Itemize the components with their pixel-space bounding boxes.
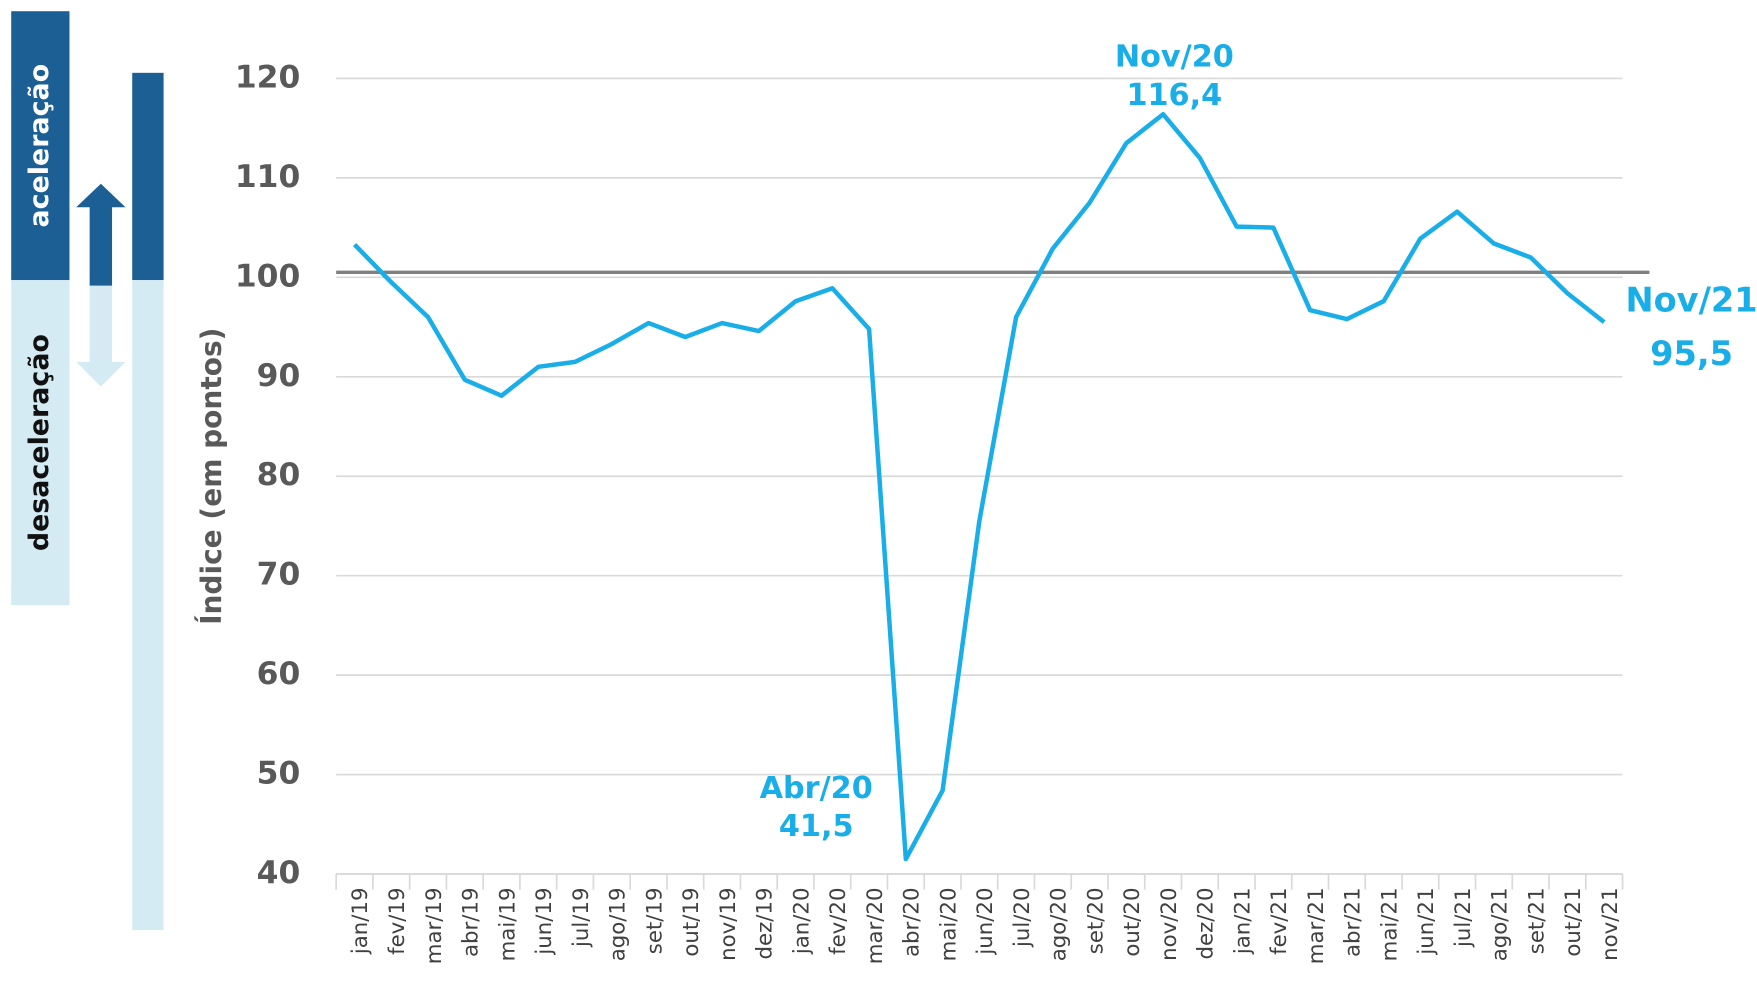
x-tick-label: out/21 (1561, 887, 1586, 956)
x-tick-label: set/20 (1083, 887, 1108, 954)
decel-label: desaceleração (24, 334, 55, 551)
y-tick-label: 60 (257, 656, 301, 692)
data-line (352, 111, 1606, 862)
x-tick-label: jun/20 (973, 887, 998, 955)
x-tick-label: dez/19 (753, 887, 778, 959)
y-tick-label: 100 (235, 258, 300, 294)
y-tick-label: 70 (257, 557, 301, 593)
x-tick-label: jul/19 (569, 887, 594, 948)
x-tick-label: dez/20 (1194, 887, 1219, 959)
x-tick-label: nov/20 (1157, 887, 1182, 960)
x-tick-label: jul/20 (1010, 887, 1035, 948)
x-tick-label: mai/21 (1377, 887, 1402, 961)
annotation-value: 95,5 (1650, 334, 1733, 373)
y-tick-label: 110 (235, 159, 300, 195)
x-tick-label: fev/19 (385, 887, 410, 954)
x-tick-label: ago/21 (1488, 887, 1513, 961)
x-tick-label: jul/21 (1451, 887, 1476, 948)
x-tick-label: abr/20 (900, 887, 925, 957)
accel-bar (132, 72, 164, 281)
up-arrow (76, 183, 126, 286)
annotation-label: Nov/21 (1625, 280, 1757, 319)
accel-label: aceleração (24, 64, 55, 228)
x-tick-label: abr/21 (1341, 887, 1366, 957)
y-tick-label: 80 (257, 457, 301, 493)
x-tick-label: jun/21 (1414, 887, 1439, 955)
down-arrow (76, 285, 126, 387)
x-tick-label: jan/20 (789, 887, 814, 955)
annotation-value: 116,4 (1126, 78, 1222, 113)
x-tick-label: jun/19 (532, 887, 557, 955)
annotation-label: Abr/20 (760, 771, 873, 806)
accel-panel (11, 11, 70, 281)
x-tick-label: mar/20 (863, 887, 888, 964)
y-tick-label: 120 (235, 59, 300, 95)
decel-bar (132, 280, 164, 931)
y-tick-label: 90 (257, 358, 301, 394)
x-tick-label: mai/19 (495, 887, 520, 961)
y-tick-label: 50 (257, 756, 301, 792)
x-tick-label: out/19 (679, 887, 704, 956)
y-axis-label: Índice (em pontos) (194, 328, 228, 625)
x-tick-label: fev/20 (826, 887, 851, 954)
x-tick-label: nov/19 (716, 887, 741, 960)
x-tick-label: ago/20 (1047, 887, 1072, 961)
x-tick-label: jan/19 (348, 887, 373, 955)
x-tick-label: set/19 (642, 887, 667, 954)
x-tick-label: abr/19 (459, 887, 484, 957)
x-tick-label: jan/21 (1230, 887, 1255, 955)
x-tick-label: nov/21 (1598, 887, 1623, 960)
x-tick-label: set/21 (1524, 887, 1549, 954)
x-tick-label: ago/19 (606, 887, 631, 961)
x-tick-label: fev/21 (1267, 887, 1292, 954)
x-tick-label: mar/21 (1304, 887, 1329, 964)
y-tick-label: 40 (257, 855, 301, 891)
x-tick-label: out/20 (1120, 887, 1145, 956)
x-tick-label: mar/19 (422, 887, 447, 964)
decel-panel (11, 280, 70, 606)
x-tick-label: mai/20 (936, 887, 961, 961)
annotation-value: 41,5 (779, 809, 854, 844)
annotation-label: Nov/20 (1115, 40, 1234, 75)
